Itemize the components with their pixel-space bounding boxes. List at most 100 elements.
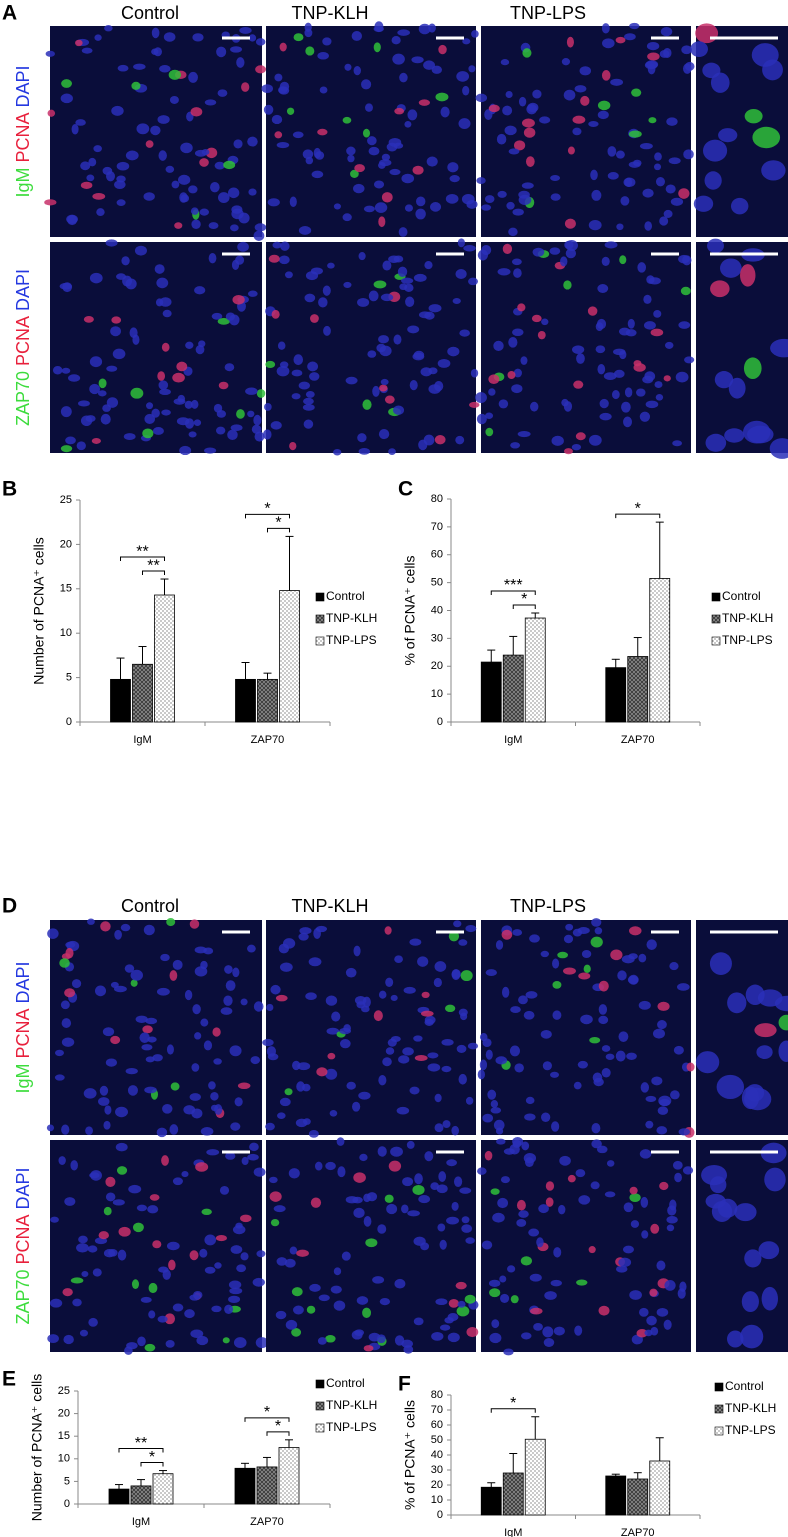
cell bbox=[633, 360, 642, 367]
cell bbox=[83, 315, 94, 323]
cell bbox=[458, 1008, 468, 1017]
cell bbox=[181, 1171, 189, 1178]
cell bbox=[384, 395, 395, 404]
cell bbox=[475, 93, 488, 103]
cell bbox=[351, 1330, 363, 1340]
cell bbox=[157, 1315, 168, 1323]
cell bbox=[339, 1039, 351, 1049]
cell bbox=[212, 1027, 221, 1037]
cell bbox=[588, 219, 602, 231]
cell bbox=[525, 156, 535, 167]
y-tick-label: 20 bbox=[431, 660, 443, 672]
cell bbox=[624, 33, 636, 41]
cell bbox=[510, 1006, 521, 1013]
cell bbox=[607, 171, 619, 180]
cell bbox=[596, 318, 607, 330]
cell bbox=[761, 160, 786, 181]
cell bbox=[734, 1203, 757, 1222]
cell bbox=[626, 1052, 637, 1060]
cell bbox=[365, 1238, 378, 1248]
cell bbox=[337, 1166, 346, 1178]
cell bbox=[184, 989, 193, 1001]
cell bbox=[256, 389, 266, 398]
cell bbox=[455, 435, 465, 445]
cell bbox=[44, 199, 57, 206]
cell bbox=[668, 157, 681, 165]
cell bbox=[239, 26, 252, 34]
cell bbox=[311, 170, 324, 179]
cell bbox=[88, 1317, 98, 1327]
cell bbox=[552, 1010, 562, 1020]
cell bbox=[598, 1004, 608, 1015]
bar bbox=[234, 1467, 256, 1505]
cell bbox=[269, 1176, 278, 1184]
cell bbox=[501, 929, 513, 940]
cell bbox=[458, 939, 468, 946]
cell bbox=[54, 1049, 64, 1057]
cell bbox=[59, 282, 73, 290]
cell bbox=[439, 1239, 447, 1250]
cell bbox=[232, 967, 240, 978]
cell bbox=[393, 334, 402, 345]
cell bbox=[481, 245, 492, 256]
cell bbox=[372, 385, 380, 397]
cell bbox=[387, 1038, 397, 1047]
cell bbox=[61, 1037, 75, 1047]
cell bbox=[701, 1164, 728, 1186]
cell bbox=[401, 1204, 409, 1214]
cell bbox=[59, 958, 70, 968]
cell bbox=[418, 99, 430, 106]
cell bbox=[298, 932, 309, 941]
cell bbox=[490, 1107, 502, 1114]
cell bbox=[372, 1276, 385, 1284]
cell bbox=[518, 190, 530, 199]
legend-swatch bbox=[315, 1423, 325, 1433]
cell bbox=[268, 254, 280, 263]
cell bbox=[184, 1309, 195, 1319]
row-label-word: IgM bbox=[13, 168, 33, 198]
cell bbox=[507, 371, 516, 380]
cell bbox=[90, 1170, 102, 1181]
cell bbox=[471, 30, 479, 38]
cell bbox=[628, 130, 642, 138]
significance-label: * bbox=[635, 500, 641, 517]
cell bbox=[388, 1160, 402, 1172]
cell bbox=[418, 23, 431, 35]
cell bbox=[216, 46, 227, 58]
cell bbox=[303, 419, 314, 429]
cell bbox=[46, 1124, 55, 1132]
cell bbox=[217, 318, 230, 325]
cell bbox=[325, 1334, 336, 1343]
cell bbox=[503, 1348, 514, 1356]
cell bbox=[350, 169, 359, 178]
cell bbox=[666, 1224, 675, 1232]
y-tick-label: 80 bbox=[431, 493, 443, 505]
cell bbox=[184, 400, 193, 409]
cell bbox=[115, 1106, 129, 1118]
significance-bracket bbox=[120, 556, 165, 562]
cell bbox=[530, 1307, 543, 1315]
cell bbox=[520, 1256, 532, 1266]
cell bbox=[588, 1246, 596, 1254]
cell bbox=[647, 52, 660, 61]
y-tick-label: 15 bbox=[58, 1430, 70, 1442]
cell bbox=[588, 434, 602, 446]
cell bbox=[434, 435, 446, 445]
cell bbox=[393, 405, 405, 415]
cell bbox=[672, 440, 682, 447]
cell bbox=[589, 1036, 601, 1044]
cell bbox=[271, 114, 283, 125]
cell bbox=[49, 1298, 63, 1308]
cell bbox=[485, 427, 494, 437]
bar bbox=[130, 1485, 152, 1505]
cell bbox=[485, 412, 494, 419]
cell bbox=[289, 441, 297, 451]
cell bbox=[727, 1330, 744, 1348]
y-tick-label: 30 bbox=[431, 632, 443, 644]
cell bbox=[52, 366, 63, 375]
cell bbox=[516, 1199, 526, 1211]
y-tick-label: 5 bbox=[66, 672, 72, 684]
cell bbox=[663, 47, 672, 58]
cell bbox=[86, 174, 95, 182]
